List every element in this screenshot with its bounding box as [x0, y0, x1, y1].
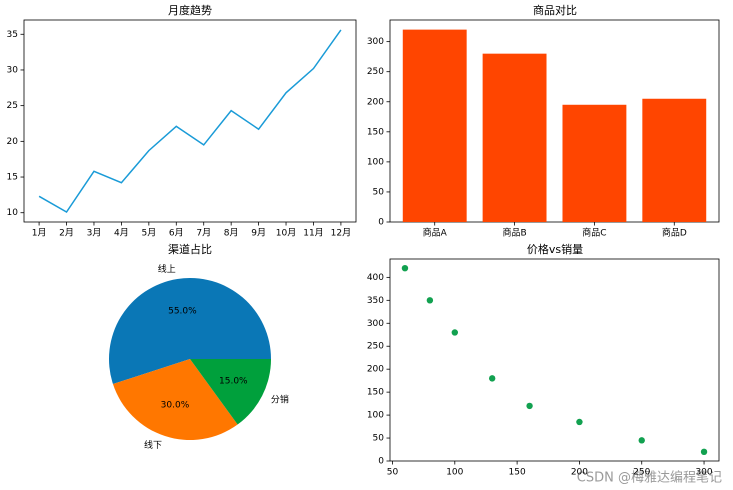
x-tick-label: 10月 [276, 228, 296, 239]
x-tick-label: 1月 [32, 228, 47, 239]
x-tick-label: 6月 [169, 228, 184, 239]
scatter-point [451, 329, 459, 336]
scatter-point [700, 448, 708, 456]
x-tick-label: 100 [446, 468, 463, 478]
bar [402, 29, 467, 222]
chart-title: 商品对比 [533, 3, 577, 17]
y-tick-label: 350 [367, 296, 384, 306]
watermark: CSDN @梅雅达编程笔记 [577, 470, 722, 486]
plot-frame [389, 19, 720, 223]
pie-label: 线上 [158, 263, 176, 275]
pie-label: 线下 [144, 439, 162, 451]
y-tick-label: 250 [367, 342, 384, 352]
x-tick-label: 300 [695, 468, 712, 478]
y-tick-label: 35 [7, 30, 18, 40]
x-tick-label: 8月 [224, 228, 239, 239]
chart-title: 价格vs销量 [527, 242, 583, 256]
scatter-point [526, 402, 533, 410]
scatter-point [488, 375, 496, 382]
scatter-point [426, 297, 434, 304]
y-tick-label: 150 [367, 388, 384, 398]
x-tick-label: 7月 [196, 228, 211, 239]
x-tick-label: 商品D [662, 227, 687, 239]
y-tick-label: 0 [378, 457, 384, 467]
x-tick-label: 4月 [114, 228, 129, 239]
scatter-point [576, 418, 583, 426]
y-tick-label: 0 [378, 218, 384, 228]
pie-slice [108, 277, 271, 385]
pie-slice [190, 359, 271, 425]
pie-value-label: 30.0% [161, 401, 190, 411]
y-tick-label: 50 [373, 187, 385, 197]
y-tick-label: 300 [367, 319, 384, 329]
x-tick-label: 3月 [87, 228, 102, 239]
chart-title: 渠道占比 [168, 242, 212, 256]
y-tick-label: 10 [7, 208, 19, 218]
bar [482, 53, 547, 222]
pie-value-label: 15.0% [219, 377, 248, 387]
pie-slice [112, 359, 238, 440]
line-series [38, 29, 342, 214]
x-tick-label: 2月 [59, 228, 74, 239]
x-tick-label: 50 [387, 468, 399, 478]
x-tick-label: 12月 [331, 228, 351, 239]
y-tick-label: 100 [367, 157, 384, 167]
y-tick-label: 100 [367, 411, 384, 421]
y-tick-label: 50 [373, 434, 385, 444]
bar [642, 98, 707, 222]
chart-title: 月度趋势 [168, 3, 212, 17]
y-tick-label: 300 [367, 37, 384, 47]
y-tick-label: 25 [7, 101, 18, 111]
x-tick-label: 商品A [423, 227, 448, 239]
x-tick-label: 200 [571, 468, 588, 478]
x-tick-label: 9月 [251, 228, 266, 239]
y-tick-label: 250 [367, 67, 384, 77]
x-tick-label: 5月 [141, 228, 156, 239]
y-tick-label: 400 [367, 273, 384, 283]
x-tick-label: 150 [509, 468, 526, 478]
scatter-point [401, 264, 409, 272]
plot-frame [23, 19, 357, 223]
y-tick-label: 20 [7, 137, 19, 147]
x-tick-label: 商品B [502, 227, 526, 239]
y-tick-label: 15 [7, 173, 18, 183]
y-tick-label: 30 [7, 65, 19, 75]
x-tick-label: 11月 [303, 228, 323, 239]
x-tick-label: 250 [633, 468, 650, 478]
scatter-point [638, 437, 645, 444]
bar [562, 104, 627, 222]
x-tick-label: 商品C [582, 227, 606, 239]
y-tick-label: 150 [367, 127, 384, 137]
pie-label: 分销 [271, 394, 289, 406]
y-tick-label: 200 [367, 365, 384, 375]
y-tick-label: 200 [367, 97, 384, 107]
plot-frame [389, 258, 720, 462]
pie-value-label: 55.0% [168, 306, 197, 316]
